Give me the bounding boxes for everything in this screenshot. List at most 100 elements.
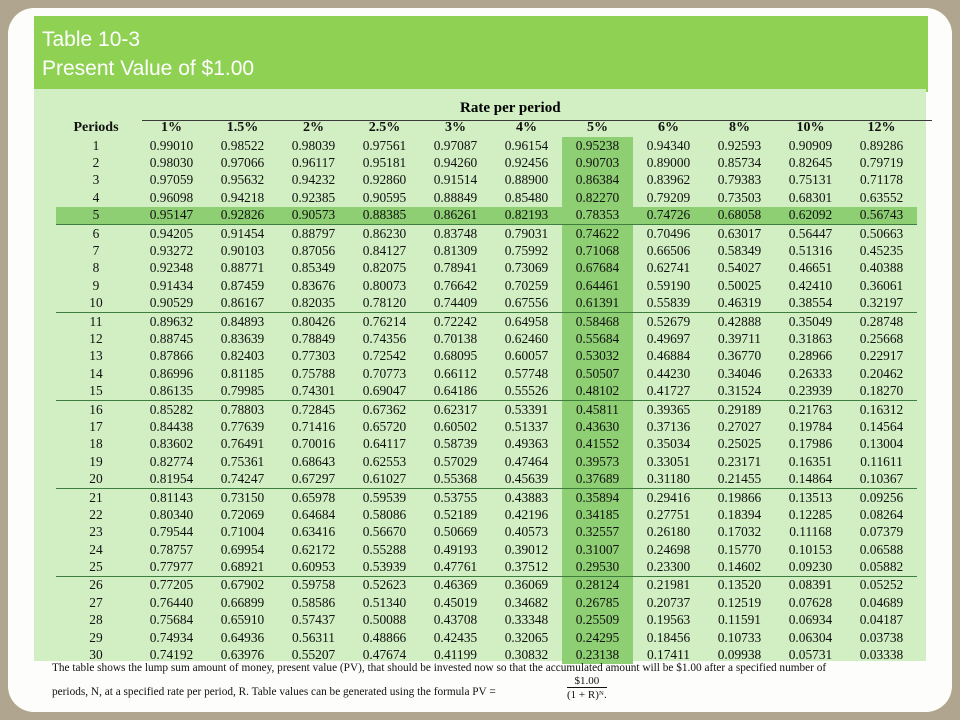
value-cell: 0.90595 [362, 189, 407, 205]
value-cell: 0.64117 [362, 436, 407, 452]
value-cell: 0.20462 [859, 365, 904, 381]
table-row: 11 0.89632 0.84893 0.80426 0.76214 0.72242 0.6… [56, 311, 917, 331]
formula-period: . [603, 689, 607, 701]
value-cell: 0.39573 [562, 453, 633, 471]
value-cell: 0.07628 [788, 594, 833, 610]
value-cell: 0.03738 [859, 629, 904, 645]
value-cell: 0.68921 [220, 559, 265, 575]
value-cell: 0.60502 [433, 418, 478, 434]
value-cell: 0.95181 [362, 155, 407, 171]
value-cell: 0.60057 [504, 348, 549, 364]
value-cell: 0.16312 [846, 399, 917, 419]
value-cell: 0.91454 [207, 223, 278, 243]
table-row: 23 0.79544 0.71004 0.63416 0.56670 0.50669 0.4… [56, 523, 917, 541]
value-cell: 0.86135 [149, 383, 194, 399]
value-cell: 0.84127 [362, 243, 407, 259]
value-cell: 0.06304 [788, 629, 833, 645]
value-cell: 0.13520 [704, 575, 775, 595]
value-cell: 0.56670 [362, 524, 407, 540]
period-cell: 3 [92, 172, 100, 188]
value-cell: 0.10153 [788, 541, 833, 557]
table-row: 17 0.84438 0.77639 0.71416 0.65720 0.60502 0.5… [56, 418, 917, 436]
column-header-rate: 2.5% [368, 119, 401, 135]
period-cell: 2 [92, 155, 100, 171]
value-cell: 0.85282 [136, 399, 207, 419]
value-cell: 0.79383 [717, 172, 762, 188]
value-cell: 0.33051 [646, 453, 691, 469]
period-cell: 12 [89, 330, 103, 346]
value-cell: 0.86384 [562, 171, 633, 190]
value-cell: 0.04187 [859, 612, 904, 628]
value-cell: 0.94232 [291, 172, 336, 188]
value-cell: 0.71416 [291, 418, 336, 434]
value-cell: 0.14864 [788, 471, 833, 487]
value-cell: 0.46884 [646, 348, 691, 364]
value-cell: 0.47464 [504, 453, 549, 469]
table-row: 18 0.83602 0.76491 0.70016 0.64117 0.58739 0.4… [56, 435, 917, 454]
value-cell: 0.55368 [433, 471, 478, 487]
value-cell: 0.80340 [149, 506, 194, 522]
value-cell: 0.92826 [207, 206, 278, 225]
value-cell: 0.74192 [149, 647, 194, 663]
column-header-rate: 8% [729, 119, 750, 135]
value-cell: 0.83962 [646, 172, 691, 188]
value-cell: 0.81143 [136, 487, 207, 507]
value-cell: 0.71068 [562, 242, 633, 260]
table-row: 21 0.81143 0.73150 0.65978 0.59539 0.53755 0.4… [56, 487, 917, 507]
column-header-rate: 1.5% [226, 119, 259, 135]
column-header-rate: 5% [587, 119, 608, 135]
table-row: 10 0.90529 0.86167 0.82035 0.78120 0.74409 0.6… [56, 294, 917, 313]
table-row: 7 0.93272 0.90103 0.87056 0.84127 0.81309 0.75… [56, 242, 917, 260]
value-cell: 0.71004 [220, 524, 265, 540]
value-cell: 0.45811 [562, 399, 633, 419]
table-row: 14 0.86996 0.81185 0.75788 0.70773 0.66112 0.5… [56, 365, 917, 383]
value-cell: 0.42435 [433, 629, 478, 645]
value-cell: 0.36069 [491, 575, 562, 595]
value-cell: 0.30832 [504, 647, 549, 663]
table-row: 20 0.81954 0.74247 0.67297 0.61027 0.55368 0.4… [56, 470, 917, 489]
value-cell: 0.29530 [562, 558, 633, 577]
value-cell: 0.98522 [220, 137, 265, 153]
rate-header-label: Rate per period [460, 100, 561, 116]
value-cell: 0.48866 [362, 629, 407, 645]
value-cell: 0.37689 [562, 470, 633, 489]
value-cell: 0.81309 [433, 243, 478, 259]
value-cell: 0.11611 [860, 453, 903, 469]
period-cell: 8 [92, 260, 100, 276]
value-cell: 0.95147 [136, 206, 207, 225]
value-cell: 0.94218 [220, 189, 265, 205]
value-cell: 0.99010 [149, 137, 194, 153]
value-cell: 0.49193 [433, 541, 478, 557]
value-cell: 0.33348 [504, 612, 549, 628]
value-cell: 0.12519 [717, 594, 762, 610]
value-cell: 0.74934 [149, 629, 194, 645]
value-cell: 0.98030 [149, 155, 194, 171]
value-cell: 0.49697 [646, 330, 691, 346]
value-cell: 0.56311 [291, 629, 336, 645]
value-cell: 0.95632 [220, 172, 265, 188]
value-cell: 0.13513 [775, 487, 846, 507]
period-cell: 27 [89, 594, 103, 610]
value-cell: 0.89632 [136, 311, 207, 331]
value-cell: 0.45235 [859, 243, 904, 259]
value-cell: 0.26180 [646, 524, 691, 540]
value-cell: 0.23300 [646, 559, 691, 575]
value-cell: 0.64936 [220, 629, 265, 645]
value-cell: 0.66112 [433, 365, 478, 381]
value-cell: 0.70138 [433, 330, 478, 346]
value-cell: 0.31007 [562, 540, 633, 559]
value-cell: 0.59539 [349, 487, 420, 507]
table-body: 1 0.99010 0.98522 0.98039 0.97561 0.97087 0.96… [56, 137, 917, 664]
value-cell: 0.79985 [220, 383, 265, 399]
title-banner: Table 10-3 Present Value of $1.00 [34, 16, 928, 92]
column-header-rate: 10% [796, 119, 825, 135]
caption-line2-text: periods, N, at a specified rate per peri… [52, 686, 496, 698]
value-cell: 0.73069 [504, 260, 549, 276]
pv-formula: $1.00 (1 + R)ᴺ. [567, 675, 607, 701]
value-cell: 0.88771 [220, 260, 265, 276]
formula-denominator: (1 + R)ᴺ. [567, 688, 607, 701]
value-cell: 0.21763 [775, 399, 846, 419]
value-cell: 0.05731 [788, 647, 833, 663]
value-cell: 0.75788 [291, 365, 336, 381]
value-cell: 0.25025 [717, 436, 762, 452]
